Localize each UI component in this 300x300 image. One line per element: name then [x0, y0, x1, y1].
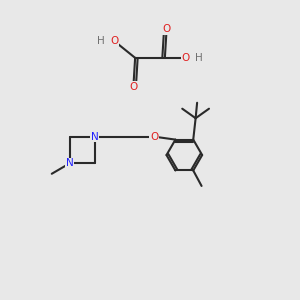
Text: O: O [110, 36, 118, 46]
Text: N: N [91, 132, 99, 142]
Text: O: O [130, 82, 138, 92]
Text: H: H [97, 36, 105, 46]
Text: N: N [66, 158, 74, 168]
Text: O: O [150, 132, 158, 142]
Text: O: O [162, 24, 170, 34]
Text: O: O [182, 53, 190, 63]
Text: H: H [195, 53, 203, 63]
